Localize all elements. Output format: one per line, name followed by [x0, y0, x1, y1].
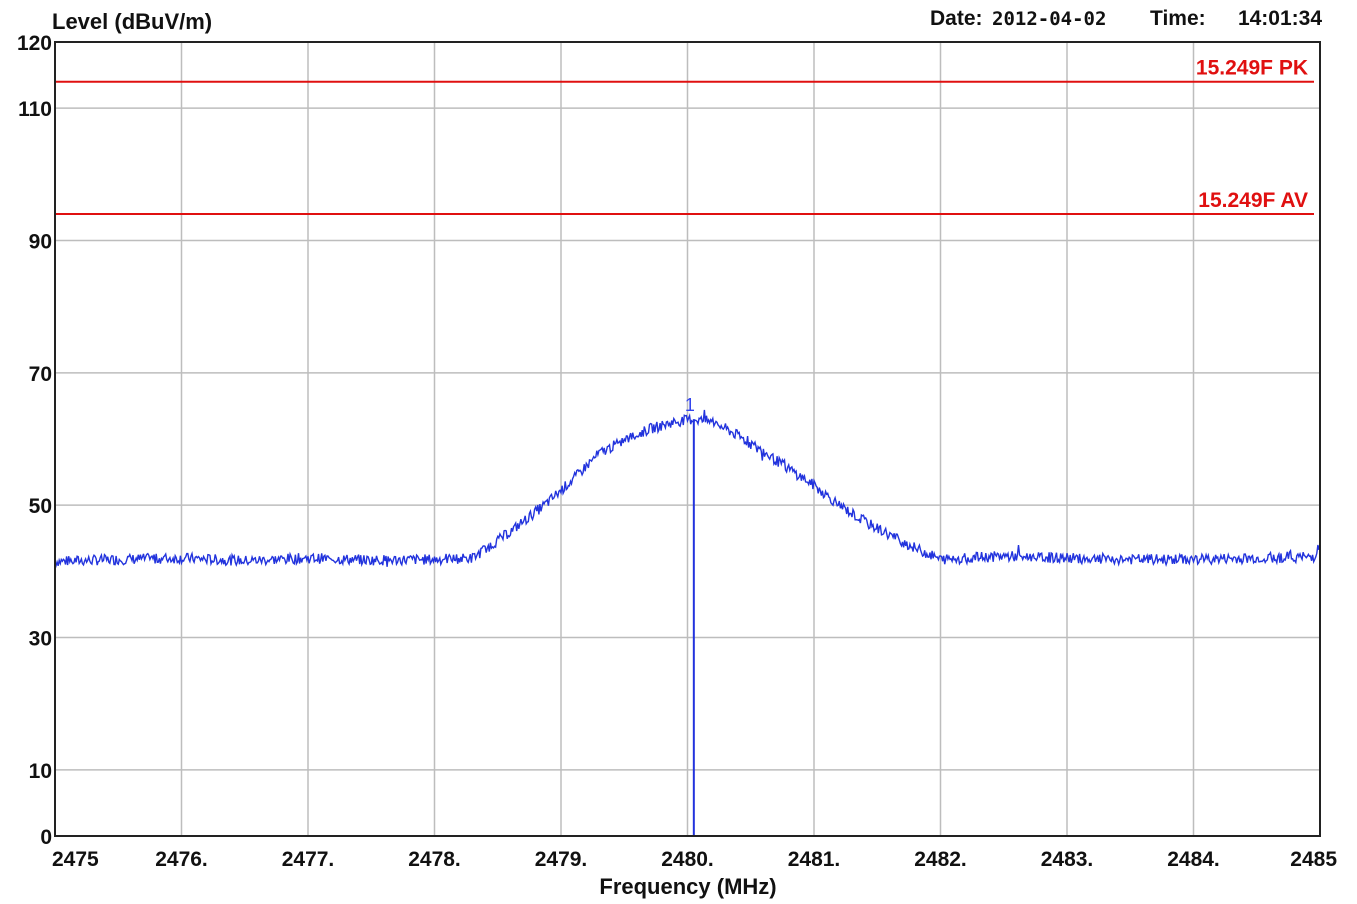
x-tick-label: 2478. [408, 848, 461, 871]
y-tick-label: 50 [29, 495, 52, 518]
x-tick-label: 2485 [1290, 848, 1337, 871]
y-tick-label: 110 [18, 98, 52, 121]
x-tick-label: 2476. [155, 848, 208, 871]
x-tick-label: 2480. [661, 848, 714, 871]
y-tick-label: 0 [40, 826, 52, 849]
y-tick-label: 30 [29, 628, 52, 651]
x-tick-label: 2482. [914, 848, 967, 871]
y-tick-label: 70 [29, 363, 52, 386]
limit-lines: 15.249F PK 15.249F AV [55, 57, 1314, 216]
series-layer [54, 409, 1321, 568]
x-tick-label: 2484. [1167, 848, 1220, 871]
date-value: 2012-04-02 [992, 8, 1106, 30]
marker-layer: 1 [685, 395, 695, 836]
x-axis-title: Frequency (MHz) [599, 874, 776, 899]
x-tick-label: 2479. [535, 848, 588, 871]
y-tick-label: 10 [29, 760, 52, 783]
limit-line-label: 15.249F AV [1198, 189, 1308, 212]
spectrum-trace [54, 409, 1321, 568]
time-label: Time: [1150, 7, 1206, 30]
time-value: 14:01:34 [1238, 7, 1322, 30]
marker-label: 1 [685, 395, 695, 415]
x-tick-label: 2477. [282, 848, 335, 871]
y-tick-label: 120 [17, 32, 52, 55]
x-tick-label: 2483. [1041, 848, 1094, 871]
y-tick-label: 90 [29, 231, 52, 254]
x-axis-ticks: 2475 2476. 2477. 2478. 2479. 2480. 2481. 2482. 2… [52, 848, 1337, 871]
date-label: Date: [930, 7, 983, 30]
y-axis-ticks: 0 10 30 50 70 90 110 120 [17, 32, 52, 849]
grid [55, 42, 1320, 836]
y-axis-title: Level (dBuV/m) [52, 9, 212, 34]
x-tick-label: 2481. [788, 848, 841, 871]
plot-frame [54, 41, 1321, 837]
limit-line-label: 15.249F PK [1196, 57, 1308, 80]
x-tick-label: 2475 [52, 848, 99, 871]
